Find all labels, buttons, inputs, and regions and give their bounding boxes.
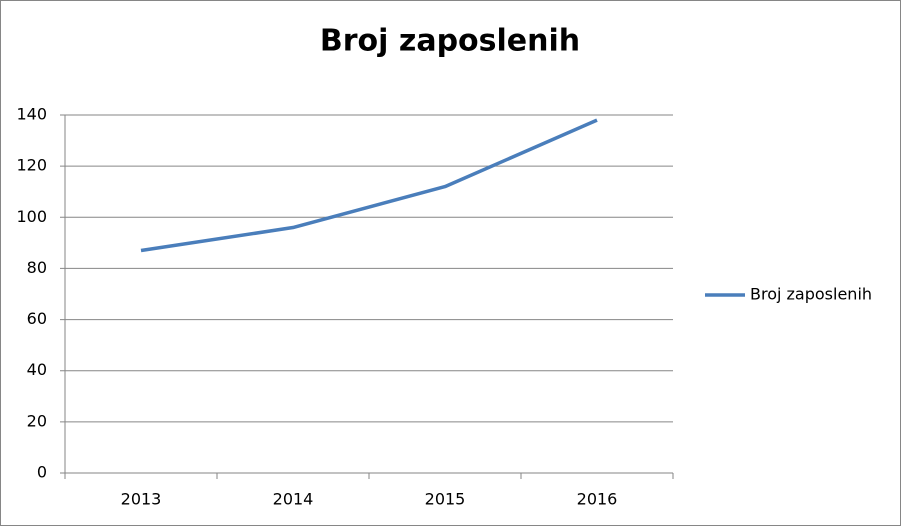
x-tick-label: 2013 [121,490,162,509]
line-series [140,118,598,253]
chart-title: Broj zaposlenih [320,24,580,59]
y-tick-label: 60 [27,309,47,328]
y-tick-label: 20 [27,411,47,430]
y-tick-label: 120 [16,156,47,175]
y-tick-label: 80 [27,258,47,277]
x-tick-label: 2016 [577,490,618,509]
x-tick-label: 2015 [425,490,466,509]
x-tick-label: 2014 [273,490,314,509]
y-tick-label: 0 [37,463,47,482]
y-tick-label: 40 [27,360,47,379]
y-tick-label: 100 [16,207,47,226]
y-tick-label: 140 [16,105,47,124]
legend-label: Broj zaposlenih [750,285,872,304]
